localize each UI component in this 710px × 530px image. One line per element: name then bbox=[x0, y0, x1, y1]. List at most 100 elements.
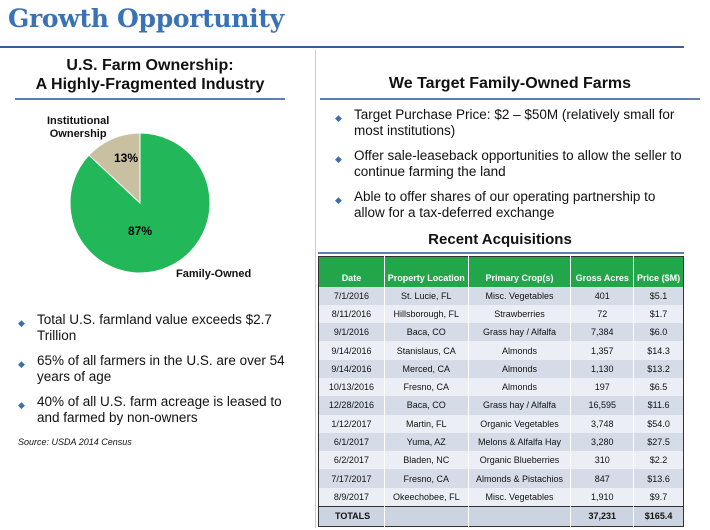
table-cell: Grass hay / Alfalfa bbox=[467, 323, 571, 342]
table-cell: $13.6 bbox=[633, 469, 684, 488]
bullet-text: Target Purchase Price: $2 – $50M (relati… bbox=[354, 107, 675, 138]
table-top-rule bbox=[318, 252, 684, 254]
bullet-item: ◆ Target Purchase Price: $2 – $50M (relat… bbox=[335, 107, 685, 139]
source-note: Source: USDA 2014 Census bbox=[18, 437, 132, 447]
bullet-text: Offer sale-leaseback opportunities to al… bbox=[354, 148, 682, 179]
totals-row: TOTALS 37,231 $165.4 bbox=[318, 505, 684, 527]
table-cell: Almonds & Pistachios bbox=[467, 469, 571, 488]
bullet-text: 65% of all farmers in the U.S. are over … bbox=[37, 353, 285, 384]
family-owned-legend: Family-Owned bbox=[176, 268, 252, 280]
table-cell: Bladen, NC bbox=[383, 451, 469, 470]
left-heading-divider bbox=[15, 98, 285, 100]
bullet-text: Total U.S. farmland value exceeds $2.7 T… bbox=[37, 312, 272, 343]
table-cell: $2.2 bbox=[633, 451, 684, 470]
pie-label-13: 13% bbox=[114, 151, 138, 165]
table-row: 7/1/2016 St. Lucie, FL Misc. Vegetables 401… bbox=[318, 286, 684, 305]
column-header: Date bbox=[318, 256, 385, 287]
table-cell: Melons & Alfalfa Hay bbox=[467, 432, 571, 452]
table-row: 9/14/2016 Stanislaus, CA Almonds 1,357 $14.3 bbox=[318, 341, 684, 360]
table-cell: Almonds bbox=[467, 359, 571, 378]
table-row: 1/12/2017 Martin, FL Organic Vegetables 3,7… bbox=[318, 414, 684, 433]
table-cell: Hillsborough, FL bbox=[383, 304, 469, 324]
table-cell: $13.2 bbox=[633, 359, 684, 378]
table-cell: $14.3 bbox=[633, 341, 684, 360]
left-heading-line1: U.S. Farm Ownership: bbox=[66, 57, 234, 74]
bullet-text: Able to offer shares of our operating pa… bbox=[354, 189, 656, 220]
column-separator bbox=[315, 50, 316, 528]
page-title: Growth Opportunity bbox=[8, 4, 284, 33]
column-header: Primary Crop(s) bbox=[467, 256, 571, 287]
table-row: 10/13/2016 Fresno, CA Almonds 197 $6.5 bbox=[318, 377, 684, 397]
column-header: Price ($M) bbox=[633, 256, 684, 287]
ownership-pie-chart: 87% 13% bbox=[69, 132, 211, 274]
table-cell: 1/12/2017 bbox=[318, 414, 385, 433]
bullet-item: ◆ Total U.S. farmland value exceeds $2.7 … bbox=[18, 312, 298, 344]
right-bullets: ◆ Target Purchase Price: $2 – $50M (relat… bbox=[335, 107, 685, 221]
column-header: Property Location bbox=[383, 256, 469, 287]
table-header-row: Date Property Location Primary Crop(s) Gros… bbox=[318, 256, 684, 287]
table-cell: 1,130 bbox=[570, 359, 634, 378]
pie-label-87: 87% bbox=[128, 224, 152, 238]
table-cell: $54.0 bbox=[633, 414, 684, 433]
table-cell: Almonds bbox=[467, 377, 571, 397]
table-cell: 3,748 bbox=[570, 414, 634, 433]
bullet-item: ◆ Able to offer shares of our operating p… bbox=[335, 189, 685, 221]
table-row: 12/28/2016 Baca, CO Grass hay / Alfalfa 16,… bbox=[318, 396, 684, 415]
diamond-bullet-icon: ◆ bbox=[18, 318, 25, 328]
table-cell: 1,357 bbox=[570, 341, 634, 360]
table-cell: 72 bbox=[570, 304, 634, 324]
pie-slice-institutional bbox=[88, 132, 141, 205]
bullet-text: 40% of all U.S. farm acreage is leased t… bbox=[37, 394, 282, 425]
table-row: 8/11/2016 Hillsborough, FL Strawberries 72 $… bbox=[318, 304, 684, 324]
acquisitions-table: Date Property Location Primary Crop(s) Gros… bbox=[318, 256, 684, 527]
institutional-legend-line2: Ownership bbox=[49, 128, 107, 140]
totals-cell: 37,231 bbox=[570, 505, 634, 527]
table-cell: Almonds bbox=[467, 341, 571, 360]
left-heading-line2: A Highly-Fragmented Industry bbox=[35, 76, 265, 93]
table-cell: 1,910 bbox=[570, 487, 634, 507]
diamond-bullet-icon: ◆ bbox=[335, 154, 342, 164]
table-cell: 847 bbox=[570, 469, 634, 488]
title-divider bbox=[0, 46, 684, 48]
bullet-item: ◆ 40% of all U.S. farm acreage is leased … bbox=[18, 394, 298, 426]
table-cell: Misc. Vegetables bbox=[467, 487, 571, 507]
column-header: Gross Acres bbox=[570, 256, 634, 287]
table-cell: 8/11/2016 bbox=[318, 304, 385, 324]
table-cell: $6.0 bbox=[633, 323, 684, 342]
table-row: 6/1/2017 Yuma, AZ Melons & Alfalfa Hay 3,28… bbox=[318, 432, 684, 452]
diamond-bullet-icon: ◆ bbox=[18, 359, 25, 369]
table-row: 7/17/2017 Fresno, CA Almonds & Pistachios 8… bbox=[318, 469, 684, 488]
table-cell: Okeechobee, FL bbox=[383, 487, 469, 507]
table-cell: 7,384 bbox=[570, 323, 634, 342]
table-cell: Strawberries bbox=[467, 304, 571, 324]
table-cell: 197 bbox=[570, 377, 634, 397]
bullet-item: ◆ 65% of all farmers in the U.S. are over… bbox=[18, 353, 298, 385]
table-cell: $9.7 bbox=[633, 487, 684, 507]
table-cell: Martin, FL bbox=[383, 414, 469, 433]
table-row: 8/9/2017 Okeechobee, FL Misc. Vegetables 1,… bbox=[318, 487, 684, 507]
table-cell: 9/1/2016 bbox=[318, 323, 385, 342]
right-heading: We Target Family-Owned Farms bbox=[388, 75, 632, 92]
table-cell: $1.7 bbox=[633, 304, 684, 324]
table-cell: $11.6 bbox=[633, 396, 684, 415]
table-cell: $6.5 bbox=[633, 377, 684, 397]
table-cell: St. Lucie, FL bbox=[383, 286, 469, 305]
diamond-bullet-icon: ◆ bbox=[335, 113, 342, 123]
diamond-bullet-icon: ◆ bbox=[335, 195, 342, 205]
bullet-item: ◆ Offer sale-leaseback opportunities to a… bbox=[335, 148, 685, 180]
table-cell: 6/2/2017 bbox=[318, 451, 385, 470]
totals-cell: TOTALS bbox=[318, 505, 385, 527]
left-bullets: ◆ Total U.S. farmland value exceeds $2.7 … bbox=[18, 312, 298, 426]
table-cell: 12/28/2016 bbox=[318, 396, 385, 415]
table-cell: 9/14/2016 bbox=[318, 341, 385, 360]
institutional-legend-line1: Institutional bbox=[47, 115, 110, 127]
table-cell: Grass hay / Alfalfa bbox=[467, 396, 571, 415]
diamond-bullet-icon: ◆ bbox=[18, 400, 25, 410]
table-cell: 3,280 bbox=[570, 432, 634, 452]
table-cell: 16,595 bbox=[570, 396, 634, 415]
table-cell: Misc. Vegetables bbox=[467, 286, 571, 305]
table-cell: 9/14/2016 bbox=[318, 359, 385, 378]
table-cell: Fresno, CA bbox=[383, 377, 469, 397]
table-cell: 8/9/2017 bbox=[318, 487, 385, 507]
table-cell: 310 bbox=[570, 451, 634, 470]
